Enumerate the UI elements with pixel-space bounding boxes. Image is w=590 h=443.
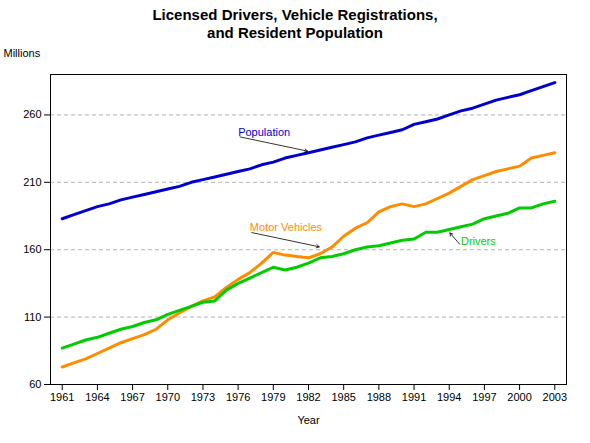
svg-text:260: 260 xyxy=(23,108,41,120)
svg-text:1961: 1961 xyxy=(50,391,74,403)
svg-text:60: 60 xyxy=(29,378,41,390)
html-text:Licensed Drivers, Vehicle Regi: Licensed Drivers, Vehicle Registrations,… xyxy=(152,6,438,41)
svg-text:1973: 1973 xyxy=(191,391,215,403)
svg-text:1988: 1988 xyxy=(367,391,391,403)
svg-text:1982: 1982 xyxy=(296,391,320,403)
svg-text:1991: 1991 xyxy=(402,391,426,403)
svg-text:1994: 1994 xyxy=(437,391,461,403)
svg-text:Motor Vehicles: Motor Vehicles xyxy=(250,221,323,233)
svg-text:1985: 1985 xyxy=(331,391,355,403)
svg-text:1964: 1964 xyxy=(85,391,109,403)
svg-text:1979: 1979 xyxy=(261,391,285,403)
svg-text:110: 110 xyxy=(24,311,42,323)
svg-text:Year: Year xyxy=(297,414,320,426)
svg-text:Drivers: Drivers xyxy=(461,235,496,247)
svg-text:2003: 2003 xyxy=(543,391,567,403)
svg-text:210: 210 xyxy=(23,176,41,188)
svg-text:1970: 1970 xyxy=(156,391,180,403)
svg-text:Millions: Millions xyxy=(4,47,41,59)
svg-text:1976: 1976 xyxy=(226,391,250,403)
svg-text:1997: 1997 xyxy=(472,391,496,403)
svg-text:Population: Population xyxy=(238,126,290,138)
svg-text:1967: 1967 xyxy=(120,391,144,403)
svg-text:160: 160 xyxy=(23,243,41,255)
svg-text:2000: 2000 xyxy=(507,391,531,403)
